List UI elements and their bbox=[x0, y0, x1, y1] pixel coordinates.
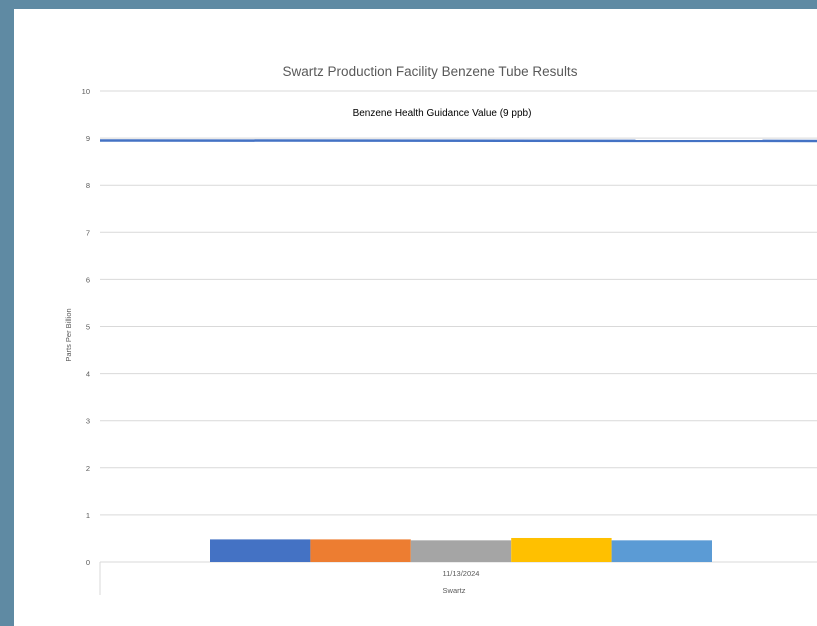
bar-series-3 bbox=[410, 540, 512, 562]
bar-series-2 bbox=[310, 539, 411, 562]
x-category-label: 11/13/2024 bbox=[443, 569, 480, 578]
y-tick-label: 3 bbox=[86, 417, 90, 426]
y-tick-label: 6 bbox=[86, 275, 90, 284]
benzene-bar-chart: Swartz Production Facility Benzene Tube … bbox=[64, 64, 817, 595]
y-tick-label: 9 bbox=[86, 134, 90, 143]
guidance-line bbox=[99, 139, 817, 143]
guidance-line-group bbox=[99, 139, 817, 143]
chart-panel: Swartz Production Facility Benzene Tube … bbox=[14, 9, 817, 626]
y-tick-label: 10 bbox=[82, 87, 90, 96]
y-tick-label: 8 bbox=[86, 181, 90, 190]
y-axis-label: Parts Per Billion bbox=[64, 308, 73, 361]
x-axis-label: Swartz bbox=[443, 586, 466, 595]
bar-series-5 bbox=[611, 540, 712, 562]
y-tick-label: 0 bbox=[86, 558, 90, 567]
x-category-labels: 11/13/2024 bbox=[443, 569, 480, 578]
y-tick-labels: 0 1 2 3 4 5 6 7 8 9 10 bbox=[82, 87, 90, 567]
bar-series-1 bbox=[210, 539, 311, 562]
y-tick-label: 1 bbox=[86, 511, 90, 520]
chart-title: Swartz Production Facility Benzene Tube … bbox=[283, 64, 578, 79]
guidance-line-label: Benzene Health Guidance Value (9 ppb) bbox=[353, 108, 532, 119]
gridlines bbox=[99, 90, 817, 595]
bars bbox=[210, 537, 712, 562]
y-tick-label: 5 bbox=[86, 323, 90, 332]
y-tick-label: 4 bbox=[86, 370, 90, 379]
y-tick-label: 7 bbox=[86, 228, 90, 237]
y-tick-label: 2 bbox=[86, 464, 90, 473]
bar-series-4 bbox=[511, 537, 612, 562]
